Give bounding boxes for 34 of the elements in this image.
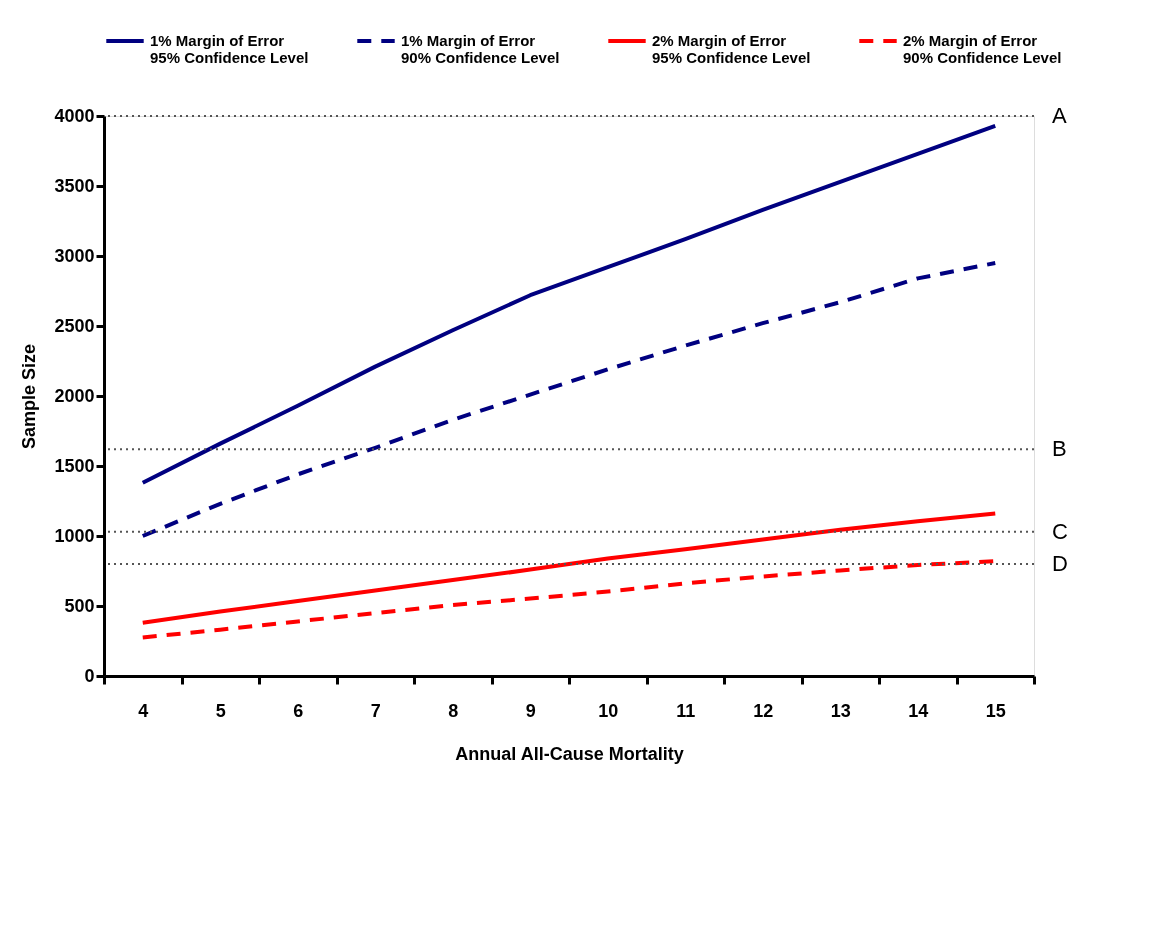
y-tick-label: 2000 (54, 385, 95, 406)
ref-line-label: D (1052, 551, 1068, 576)
legend-label: 1% Margin of Error 95% Confidence Level (150, 32, 309, 66)
legend-label: 1% Margin of Error 90% Confidence Level (401, 32, 560, 66)
y-tick-label: 2500 (54, 315, 95, 336)
x-tick-label: 6 (293, 700, 304, 721)
y-tick-label: 0 (84, 665, 95, 686)
y-tick-label: 1000 (54, 525, 95, 546)
x-tick-label: 11 (676, 700, 696, 721)
ref-line-label: C (1052, 518, 1068, 544)
y-tick-label: 4000 (54, 105, 95, 126)
x-tick-label: 12 (753, 700, 774, 721)
y-tick-label: 500 (64, 595, 95, 616)
legend-label: 2% Margin of Error 90% Confidence Level (903, 32, 1062, 66)
x-tick-label: 8 (448, 700, 459, 721)
x-tick-label: 4 (138, 700, 149, 721)
x-tick-label: 14 (908, 700, 929, 721)
x-tick-label: 7 (370, 700, 381, 721)
line-series (140, 511, 998, 625)
line-series (140, 123, 998, 485)
ref-line-label: B (1052, 436, 1067, 462)
y-axis-title: Sample Size (19, 343, 40, 450)
x-tick-label: 5 (215, 700, 226, 721)
line-series (140, 261, 998, 538)
x-axis-title: Annual All-Cause Mortality (455, 743, 684, 764)
x-tick-label: 15 (985, 700, 1006, 721)
y-tick-label: 3500 (54, 175, 95, 196)
x-tick-label: 10 (598, 700, 619, 721)
x-tick-label: 9 (525, 700, 536, 721)
y-tick-label: 1500 (54, 455, 95, 476)
x-tick-label: 13 (830, 700, 851, 721)
y-tick-label: 3000 (54, 245, 95, 266)
legend-label: 2% Margin of Error 95% Confidence Level (652, 32, 811, 66)
ref-line-label: A (1052, 103, 1067, 128)
